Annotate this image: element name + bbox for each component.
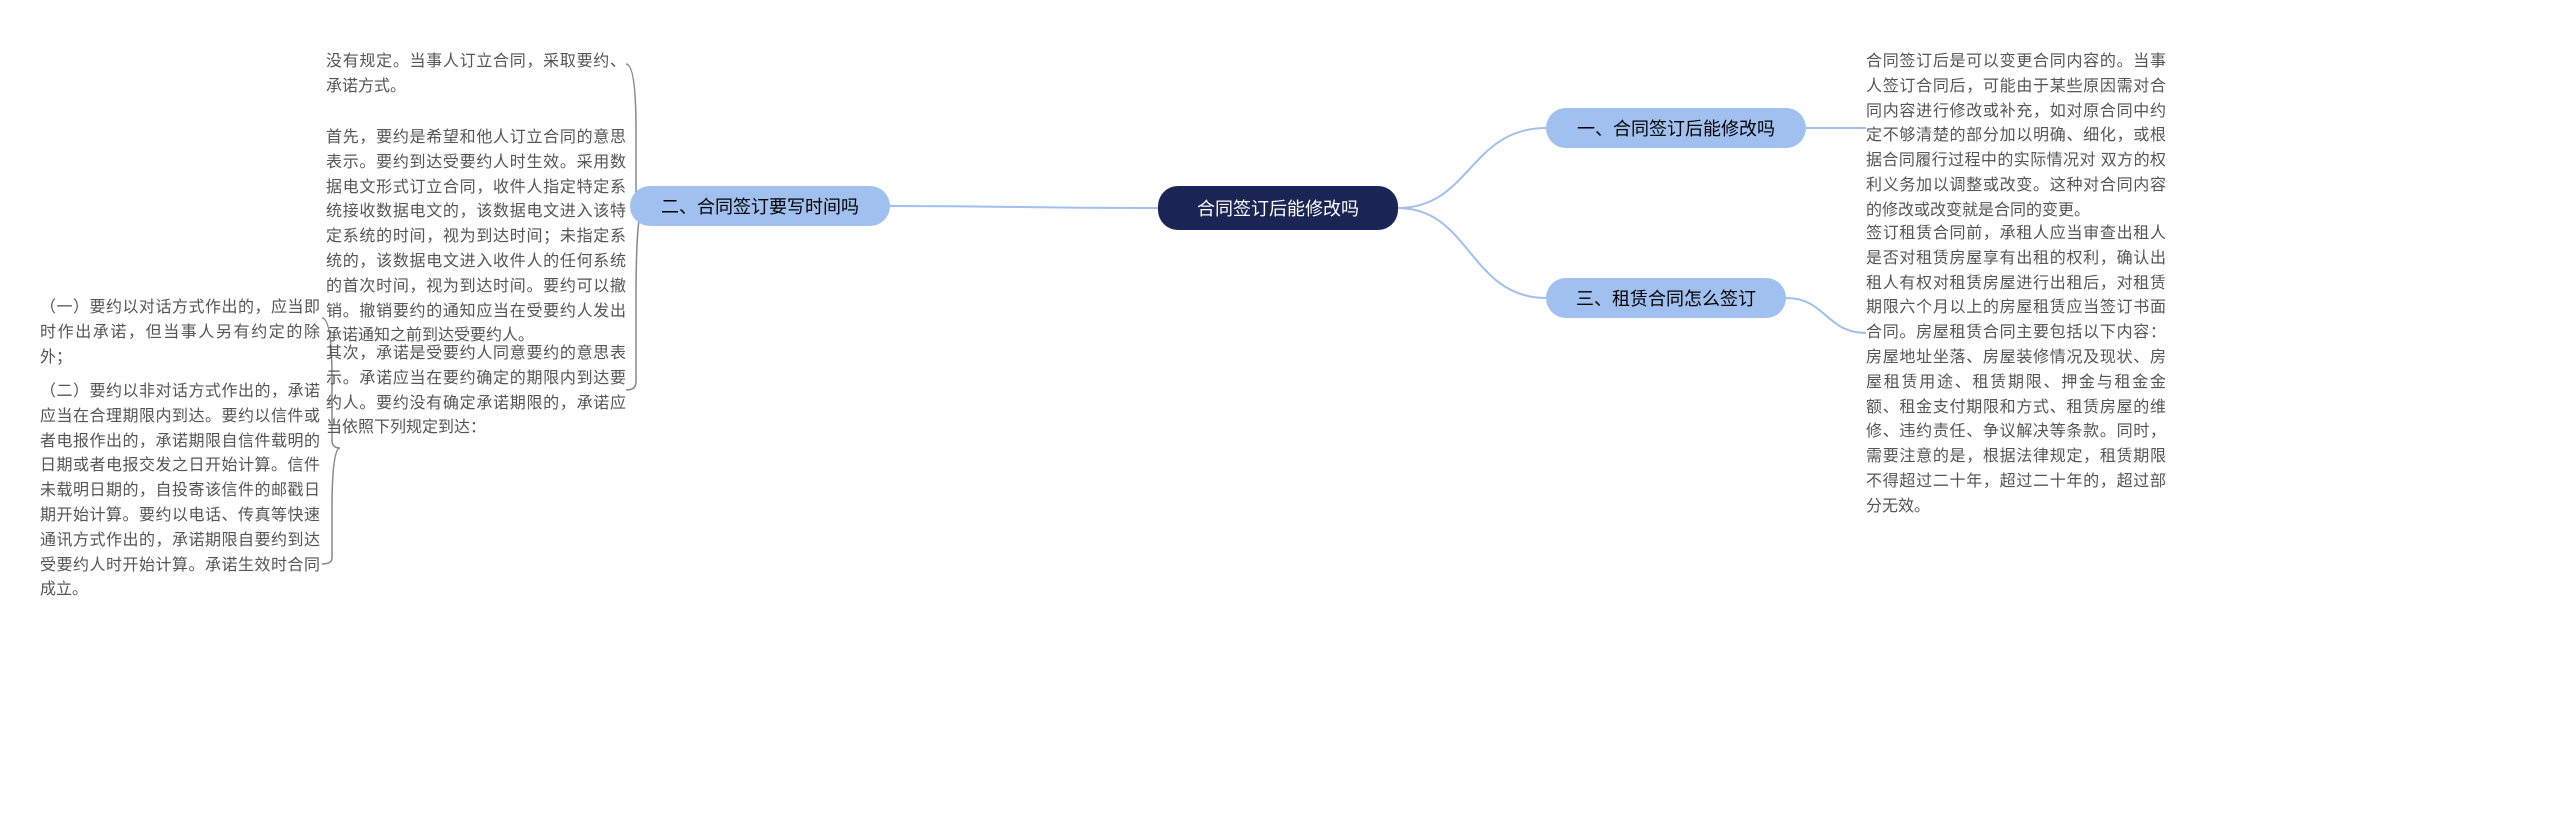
edge-root-b2 <box>890 206 1158 208</box>
branch-2[interactable]: 二、合同签订要写时间吗 <box>630 186 890 226</box>
leaf-2c: 其次，承诺是受要约人同意要约的意思表示。承诺应当在要约确定的期限内到达要约人。要… <box>326 342 626 441</box>
branch-1[interactable]: 一、合同签订后能修改吗 <box>1546 108 1806 148</box>
leaf-1: 合同签订后是可以变更合同内容的。当事人签订合同后，可能由于某些原因需对合同内容进… <box>1866 50 2166 224</box>
leaf-3: 签订租赁合同前，承租人应当审查出租人是否对租赁房屋享有出租的权利，确认出租人有权… <box>1866 222 2166 520</box>
branch-3[interactable]: 三、租赁合同怎么签订 <box>1546 278 1786 318</box>
edge-root-b1 <box>1398 128 1546 208</box>
leaf-2b: 首先，要约是希望和他人订立合同的意思表示。要约到达受要约人时生效。采用数据电文形… <box>326 126 626 349</box>
leaf-2a: 没有规定。当事人订立合同，采取要约、承诺方式。 <box>326 50 626 100</box>
bracket-b2-children <box>626 64 644 390</box>
leaf-2c2: （二）要约以非对话方式作出的，承诺应当在合理期限内到达。要约以信件或者电报作出的… <box>40 380 320 603</box>
edge-root-b3 <box>1398 208 1546 298</box>
edge-b3-l3 <box>1786 298 1866 333</box>
root-node[interactable]: 合同签订后能修改吗 <box>1158 186 1398 230</box>
leaf-2c1: （一）要约以对话方式作出的，应当即时作出承诺，但当事人另有约定的除外； <box>40 296 320 370</box>
